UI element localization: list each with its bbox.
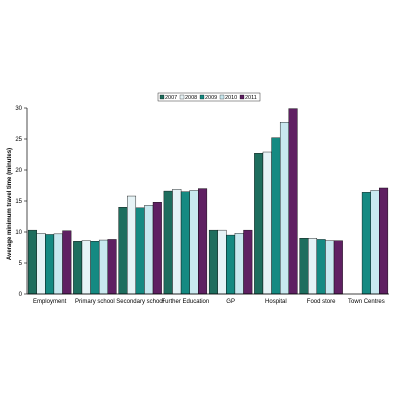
x-tick-label: Employment	[33, 299, 67, 305]
bar-2007-3	[163, 190, 173, 295]
bar-2011-1	[107, 239, 117, 295]
bar-2007-5	[254, 153, 264, 295]
bar-2009-7	[361, 192, 371, 295]
y-tick-label: 20	[15, 168, 22, 174]
bar-2008-2	[127, 195, 137, 295]
bar-2008-1	[81, 240, 91, 295]
bar-2007-6	[299, 237, 309, 295]
bar-2010-3	[189, 190, 199, 295]
bar-2009-1	[90, 241, 100, 295]
bar-2007-4	[208, 229, 218, 295]
bar-2007-1	[73, 241, 83, 295]
bar-2011-5	[288, 108, 298, 295]
x-tick-label: GP	[226, 299, 235, 305]
y-tick-label: 10	[15, 230, 22, 236]
legend-swatch	[239, 94, 245, 100]
y-tick-label: 5	[19, 261, 23, 267]
x-tick-label: Hospital	[265, 299, 287, 305]
bar-2009-2	[135, 207, 145, 295]
bar-2009-6	[316, 239, 326, 295]
bar-2010-1	[98, 239, 108, 295]
legend-swatch	[219, 94, 225, 100]
y-tick-label: 30	[15, 106, 22, 112]
x-tick-label: Town Centres	[348, 299, 385, 305]
bar-2008-5	[262, 151, 272, 295]
legend-label: 2008	[185, 95, 197, 101]
legend-label: 2009	[205, 95, 217, 101]
legend-swatch	[179, 94, 185, 100]
bar-2011-2	[152, 202, 162, 295]
bar-2010-4	[234, 233, 244, 295]
x-tick-label: Food store	[307, 299, 336, 305]
bar-2011-0	[62, 230, 72, 295]
y-tick-label: 15	[15, 199, 22, 205]
bar-2008-6	[308, 237, 318, 295]
legend-swatch	[159, 94, 165, 100]
y-tick-label: 25	[15, 137, 22, 143]
legend-box	[157, 92, 261, 102]
legend-swatch	[199, 94, 205, 100]
bar-2010-5	[279, 122, 289, 295]
bar-2010-6	[325, 240, 335, 295]
bar-2007-0	[27, 229, 37, 295]
x-tick-label: Primary school	[75, 299, 115, 305]
bar-2011-6	[333, 240, 343, 295]
bar-2009-5	[271, 137, 281, 295]
bar-2008-4	[217, 229, 227, 295]
legend-label: 2011	[245, 95, 257, 101]
y-tick-label: 0	[19, 292, 23, 298]
bar-2011-4	[243, 229, 253, 295]
y-axis-title: Average minimum travel time (minutes)	[7, 148, 13, 260]
plot-area: 0 5 10 15 20 25 30 Employment Primary school Seco…	[15, 106, 389, 305]
bar-2011-3	[198, 188, 208, 295]
bar-2011-7	[379, 187, 389, 295]
bar-2009-0	[45, 234, 55, 295]
bar-2008-0	[36, 233, 46, 295]
x-tick-label: Further Education	[162, 299, 210, 305]
bar-2010-2	[144, 205, 154, 295]
bar-2010-0	[53, 233, 63, 295]
bar-2007-2	[118, 206, 128, 295]
legend-label: 2007	[165, 95, 177, 101]
x-tick-label: Secondary school	[116, 299, 164, 305]
bar-2009-4	[226, 234, 236, 295]
bar-2008-3	[172, 189, 182, 295]
bar-2010-7	[370, 190, 380, 295]
legend-label: 2010	[225, 95, 237, 101]
bar-2009-3	[180, 191, 190, 295]
legend: 2007 2008 2009 2010 2011	[157, 92, 261, 102]
